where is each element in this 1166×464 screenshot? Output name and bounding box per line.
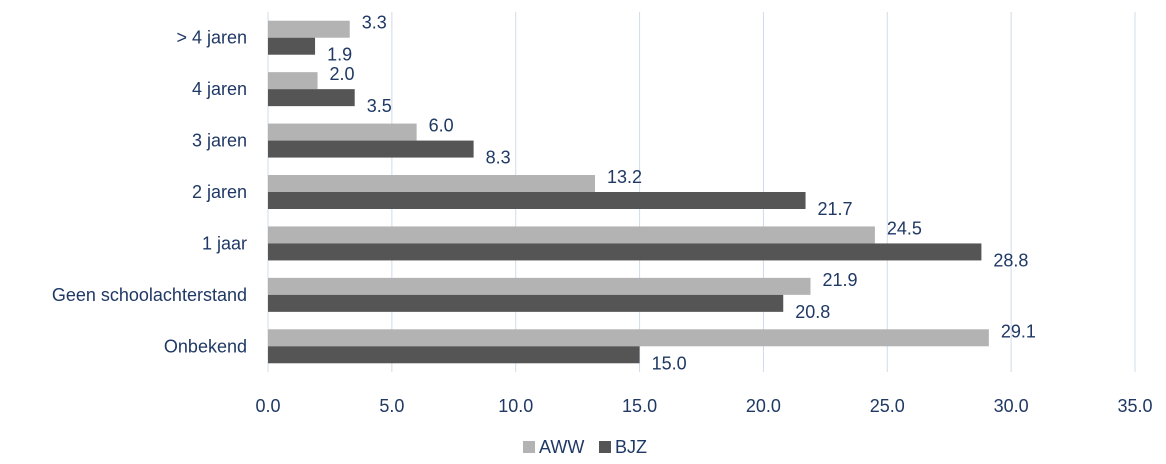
data-label-bjz: 21.7 [818, 199, 853, 219]
x-tick-label: 5.0 [379, 396, 404, 416]
x-tick-label: 15.0 [622, 396, 657, 416]
legend-swatch-aww [523, 441, 535, 453]
data-labels: 3.3 1.92.0 3.5 6.0 8.3 13.2 21.7 24.5 28.8 21.9 20… [327, 13, 1036, 374]
legend-label-bjz: BJZ [615, 437, 647, 457]
data-label-aww: 21.9 [822, 270, 857, 290]
category-label: 2 jaren [192, 182, 247, 202]
data-label-aww: 2.0 [330, 64, 355, 84]
bars [268, 20, 989, 364]
bar-aww [268, 329, 989, 347]
bar-bjz [268, 192, 806, 209]
bar-aww [268, 123, 417, 141]
bar-aww [268, 175, 595, 192]
data-label-bjz: 3.5 [367, 96, 392, 116]
data-label-bjz: 8.3 [486, 148, 511, 168]
x-tick-label: 0.0 [255, 396, 280, 416]
category-label: Geen schoolachterstand [52, 285, 247, 305]
category-label: 3 jaren [192, 131, 247, 151]
x-tick-label: 25.0 [870, 396, 905, 416]
data-label-aww: 6.0 [429, 116, 454, 136]
bar-bjz [268, 294, 784, 312]
bar-aww [268, 72, 318, 90]
bar-bjz [268, 243, 982, 261]
bar-bjz [268, 346, 640, 364]
x-tick-label: 30.0 [994, 396, 1029, 416]
category-label: 4 jaren [192, 79, 247, 99]
data-label-bjz: 20.8 [795, 302, 830, 322]
data-label-aww: 24.5 [887, 218, 922, 238]
x-tick-labels: 0.0 5.0 10.0 15.0 20.0 25.0 30.0 35.0 [255, 396, 1152, 416]
category-label: 1 jaar [202, 233, 247, 253]
x-tick-label: 10.0 [498, 396, 533, 416]
legend-label-aww: AWW [539, 437, 584, 457]
bar-bjz [268, 89, 355, 107]
category-label: Onbekend [164, 336, 247, 356]
x-tick-label: 20.0 [746, 396, 781, 416]
bar-aww [268, 20, 350, 38]
data-label-aww: 3.3 [362, 13, 387, 33]
category-label: > 4 jaren [176, 28, 247, 48]
legend-swatch-bjz [599, 441, 611, 453]
bar-bjz [268, 140, 474, 158]
data-label-aww: 29.1 [1001, 321, 1036, 341]
bar-aww [268, 226, 875, 244]
bar-aww [268, 277, 811, 295]
data-label-bjz: 1.9 [327, 45, 352, 65]
data-label-aww: 13.2 [607, 167, 642, 187]
category-labels: > 4 jaren 4 jaren 3 jaren 2 jaren 1 jaar Geen… [52, 28, 247, 357]
legend: AWW BJZ [523, 437, 647, 457]
data-label-bjz: 15.0 [652, 353, 687, 373]
bar-bjz [268, 37, 316, 55]
x-tick-label: 35.0 [1117, 396, 1152, 416]
data-label-bjz: 28.8 [993, 250, 1028, 270]
